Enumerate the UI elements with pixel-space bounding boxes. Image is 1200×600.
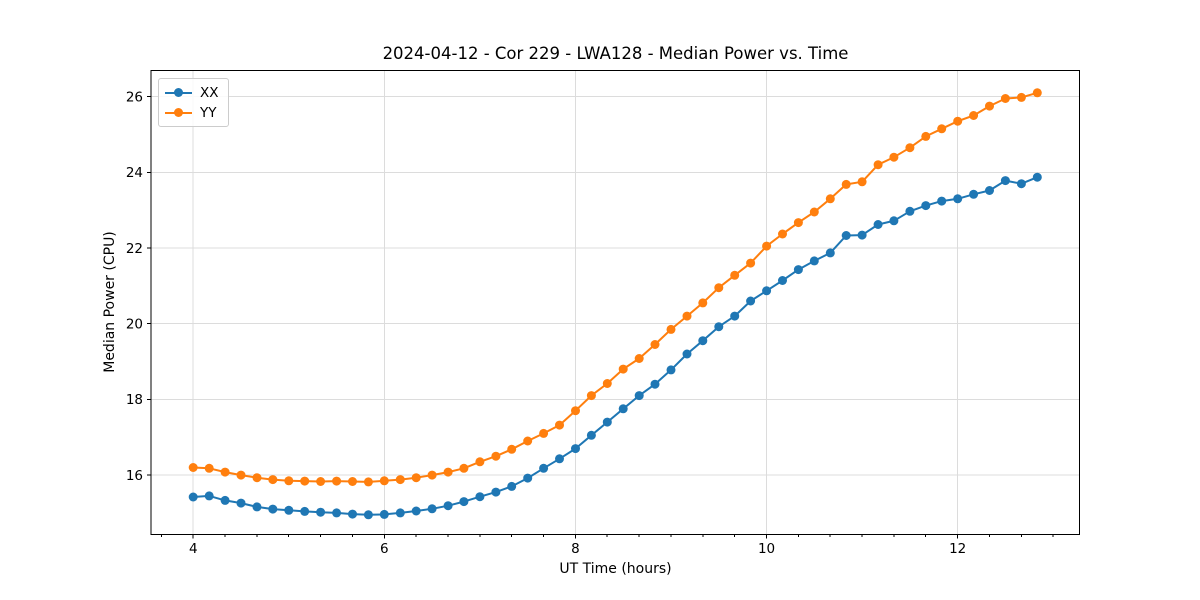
- x-tick-label: 12: [949, 541, 966, 557]
- x-tick-label: 8: [571, 541, 580, 557]
- legend: XX YY: [158, 78, 229, 127]
- series-YY: [188, 88, 1042, 487]
- y-tick-label: 18: [126, 392, 143, 408]
- legend-entry-xx: XX: [165, 83, 219, 102]
- grid: [151, 70, 1080, 535]
- x-axis-label: UT Time (hours): [559, 561, 672, 577]
- y-tick-label: 24: [126, 165, 143, 181]
- series-XX: [188, 172, 1042, 520]
- chart-title: 2024-04-12 - Cor 229 - LWA128 - Median P…: [382, 44, 849, 63]
- series-XX-line: [192, 176, 1039, 516]
- legend-entry-yy: YY: [165, 103, 219, 122]
- x-tick-label: 10: [758, 541, 775, 557]
- axes-ticks: 4 6 8 10 12 16 18 20 22 24 26: [126, 89, 1054, 557]
- x-tick-label: 4: [189, 541, 198, 557]
- legend-line-marker-swatch: [165, 88, 192, 97]
- series-YY-markers: [188, 88, 1042, 487]
- legend-line-marker-swatch: [165, 108, 192, 117]
- y-tick-label: 22: [126, 241, 143, 257]
- x-tick-label: 6: [380, 541, 389, 557]
- legend-label: XX: [200, 84, 219, 101]
- legend-label: YY: [200, 104, 217, 121]
- series-XX-markers: [188, 172, 1042, 520]
- y-tick-label: 16: [126, 468, 143, 484]
- plot-border: [150, 70, 1080, 535]
- y-tick-label: 20: [126, 316, 143, 332]
- y-tick-label: 26: [126, 89, 143, 105]
